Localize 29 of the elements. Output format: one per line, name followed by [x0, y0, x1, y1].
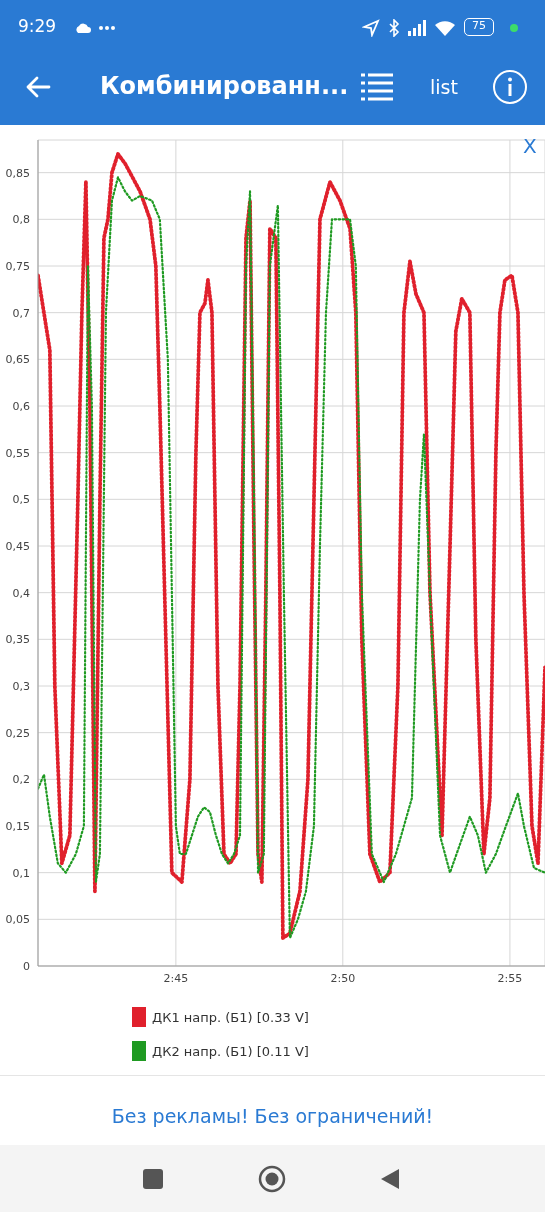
y-tick-label: 0,85: [5, 166, 30, 180]
y-tick-label: 0,5: [12, 493, 30, 507]
text: 75: [471, 19, 487, 32]
x-tick-label: 2:50: [330, 971, 356, 985]
x-tick-label: 2:55: [497, 971, 523, 985]
x-tick-label: 2:45: [163, 971, 189, 985]
y-tick-label: 0,75: [5, 259, 30, 273]
y-tick-label: 0,6: [12, 399, 30, 413]
y-tick-label: 0,65: [5, 353, 30, 367]
chart-title: Комбинированн...: [100, 72, 349, 100]
y-tick-label: 0,15: [5, 819, 30, 833]
text: list: [430, 76, 458, 98]
annotation: X: [523, 134, 537, 158]
y-tick-label: 0,4: [12, 586, 30, 600]
y-tick-label: 0,45: [5, 539, 30, 553]
y-tick-label: 0,05: [5, 913, 30, 927]
y-tick-label: 0,2: [12, 773, 30, 787]
y-tick-label: 0: [23, 959, 30, 973]
y-tick-label: 0,1: [12, 866, 30, 880]
y-tick-label: 0,8: [12, 213, 30, 227]
legend-label: ДК2 напр. (Б1) [0.11 V]: [152, 1043, 309, 1059]
y-tick-label: 0,35: [5, 633, 30, 647]
y-tick-label: 0,25: [5, 726, 30, 740]
text: 9:29: [18, 16, 57, 36]
y-tick-label: 0,3: [12, 679, 30, 693]
legend-label: ДК1 напр. (Б1) [0.33 V]: [152, 1009, 309, 1025]
y-tick-label: 0,7: [12, 306, 30, 320]
y-tick-label: 0,55: [5, 446, 30, 460]
text: Без рекламы! Без ограничений!: [110, 1105, 435, 1127]
